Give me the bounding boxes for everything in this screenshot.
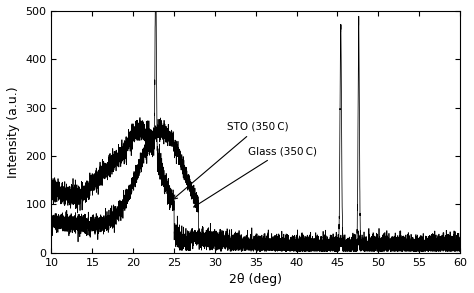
Text: Glass (350 C): Glass (350 C) (194, 146, 317, 207)
Text: STO (350 C): STO (350 C) (173, 122, 289, 199)
X-axis label: 2θ (deg): 2θ (deg) (229, 273, 283, 286)
Y-axis label: Intensity (a.u.): Intensity (a.u.) (7, 86, 20, 178)
